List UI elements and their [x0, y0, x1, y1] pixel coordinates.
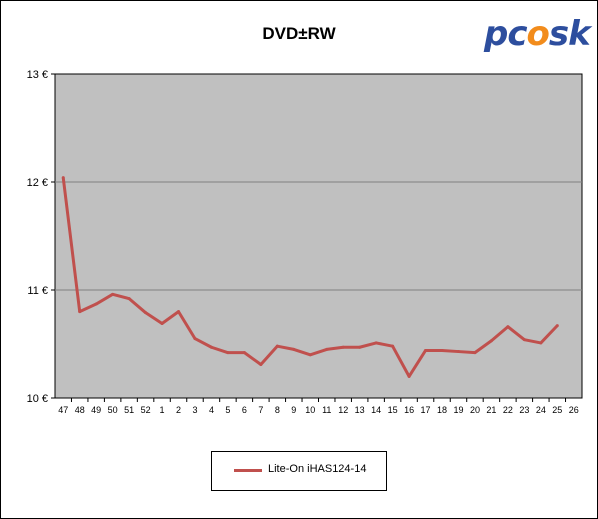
- data-point: [539, 341, 543, 345]
- data-point: [242, 351, 246, 355]
- x-tick-label: 17: [421, 405, 431, 415]
- logo-text-end: sk: [548, 14, 591, 54]
- x-tick-label: 24: [536, 405, 546, 415]
- plot-area: [54, 73, 583, 399]
- x-tick-label: 20: [470, 405, 480, 415]
- x-tick-label: 3: [192, 405, 197, 415]
- data-point: [424, 348, 428, 352]
- x-tick-label: 13: [355, 405, 365, 415]
- legend: Lite-On iHAS124-14: [211, 451, 387, 491]
- x-tick-label: 18: [437, 405, 447, 415]
- x-tick-label: 9: [291, 405, 296, 415]
- data-point: [325, 347, 329, 351]
- x-tick-label: 11: [322, 405, 331, 415]
- legend-swatch: [234, 469, 262, 472]
- x-tick-label: 8: [275, 405, 280, 415]
- data-point: [456, 350, 460, 354]
- data-point: [111, 292, 115, 296]
- chart-title: DVD±RW: [262, 24, 336, 43]
- data-point: [473, 351, 477, 355]
- y-tick-label: 11 €: [27, 285, 48, 297]
- x-tick-label: 25: [552, 405, 562, 415]
- data-point: [358, 345, 362, 349]
- data-point: [144, 311, 148, 315]
- data-point: [341, 345, 345, 349]
- x-tick-label: 10: [305, 405, 315, 415]
- data-point: [78, 310, 82, 314]
- x-tick-label: 50: [108, 405, 118, 415]
- logo-text-main: pc: [484, 14, 527, 54]
- data-point: [407, 374, 411, 378]
- data-point: [94, 302, 98, 306]
- x-tick-label: 5: [225, 405, 230, 415]
- x-tick-label: 2: [176, 405, 181, 415]
- y-axis-ticks: 10 € 11 € 12 € 13 €: [27, 69, 55, 405]
- data-point: [489, 339, 493, 343]
- data-point: [308, 353, 312, 357]
- logo-flame-icon: o: [526, 14, 550, 54]
- pcosk-logo: pcosk: [484, 14, 591, 54]
- data-point: [506, 325, 510, 329]
- data-point: [61, 176, 65, 180]
- x-tick-label: 21: [486, 405, 496, 415]
- x-tick-label: 52: [141, 405, 151, 415]
- data-point: [275, 344, 279, 348]
- grid-lines: [55, 181, 582, 291]
- legend-label: Lite-On iHAS124-14: [268, 463, 367, 475]
- x-tick-label: 48: [75, 405, 85, 415]
- x-tick-label: 47: [58, 405, 68, 415]
- data-point: [555, 324, 559, 328]
- y-tick-label: 13 €: [27, 69, 48, 81]
- x-tick-label: 12: [338, 405, 348, 415]
- y-tick-label: 10 €: [27, 393, 48, 405]
- x-tick-label: 14: [371, 405, 381, 415]
- x-tick-label: 15: [388, 405, 398, 415]
- x-tick-label: 19: [453, 405, 463, 415]
- data-point: [177, 310, 181, 314]
- x-axis-ticks: 47 48 49 50 51 52 1 2 3 4 5 6 7 8 9 10 11 12 13 14 15 16 17 18 1…: [58, 398, 579, 415]
- x-tick-label: 16: [404, 405, 414, 415]
- x-tick-label: 22: [503, 405, 513, 415]
- data-point: [226, 351, 230, 355]
- data-point: [193, 337, 197, 341]
- x-tick-label: 4: [209, 405, 214, 415]
- x-tick-label: 49: [91, 405, 101, 415]
- data-point: [127, 297, 131, 301]
- series-layer: [61, 176, 559, 378]
- x-tick-label: 51: [124, 405, 134, 415]
- data-point: [209, 345, 213, 349]
- data-point: [440, 348, 444, 352]
- data-point: [391, 344, 395, 348]
- data-point: [522, 338, 526, 342]
- x-tick-label: 23: [519, 405, 529, 415]
- x-tick-label: 26: [569, 405, 579, 415]
- y-tick-label: 12 €: [27, 177, 48, 189]
- data-point: [292, 347, 296, 351]
- data-point: [160, 321, 164, 325]
- data-point: [259, 363, 263, 367]
- x-tick-label: 7: [258, 405, 263, 415]
- data-point: [374, 341, 378, 345]
- x-tick-label: 1: [160, 405, 165, 415]
- x-tick-label: 6: [242, 405, 247, 415]
